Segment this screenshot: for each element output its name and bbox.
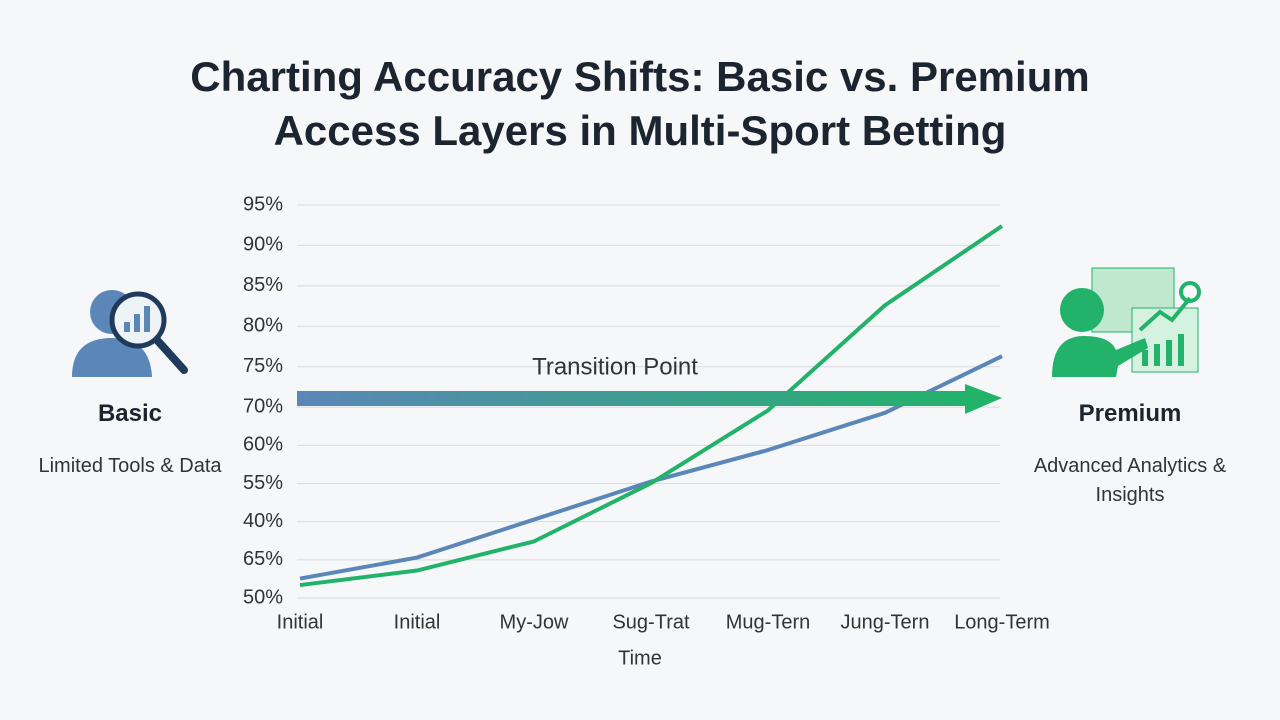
x-tick-label: Mug-Tern xyxy=(726,611,810,633)
basic-icon xyxy=(72,290,188,377)
x-tick-label: My-Jow xyxy=(500,611,569,633)
transition-arrow xyxy=(297,391,972,406)
y-tick-label: 55% xyxy=(243,472,283,494)
basic-label: Basic xyxy=(97,400,163,427)
y-tick-label: 85% xyxy=(243,274,283,296)
series-line xyxy=(299,224,1004,588)
y-tick-label: 90% xyxy=(243,234,283,256)
premium-panel: Premium Advanced Analytics & Insights xyxy=(1015,400,1245,510)
x-tick-label: Jung-Tern xyxy=(841,611,930,633)
series-line xyxy=(299,354,1003,581)
x-tick-label: Long-Term xyxy=(954,611,1050,633)
x-axis-label: Time xyxy=(618,647,662,669)
y-tick-label: 80% xyxy=(243,315,283,337)
premium-subtitle: Advanced Analytics & Insights xyxy=(1033,455,1227,506)
basic-subtitle: Limited Tools & Data xyxy=(38,455,222,477)
basic-panel: Basic Limited Tools & Data xyxy=(15,400,245,481)
y-tick-label: 75% xyxy=(243,355,283,377)
annotation: Transition Point xyxy=(532,353,698,380)
x-tick-label: Initial xyxy=(394,611,441,633)
premium-icon xyxy=(1052,267,1201,377)
y-tick-label: 70% xyxy=(243,395,283,417)
chart-title: Charting Accuracy Shifts: Basic vs. Prem… xyxy=(190,53,1090,154)
premium-label: Premium xyxy=(1078,400,1182,427)
y-tick-label: 50% xyxy=(243,586,283,608)
x-tick-label: Initial xyxy=(277,611,324,633)
y-tick-label: 95% xyxy=(243,193,283,215)
y-tick-label: 40% xyxy=(243,510,283,532)
y-tick-label: 65% xyxy=(243,548,283,570)
transition-arrowhead xyxy=(965,384,1002,414)
y-tick-label: 60% xyxy=(243,434,283,456)
x-tick-label: Sug-Trat xyxy=(612,611,690,633)
